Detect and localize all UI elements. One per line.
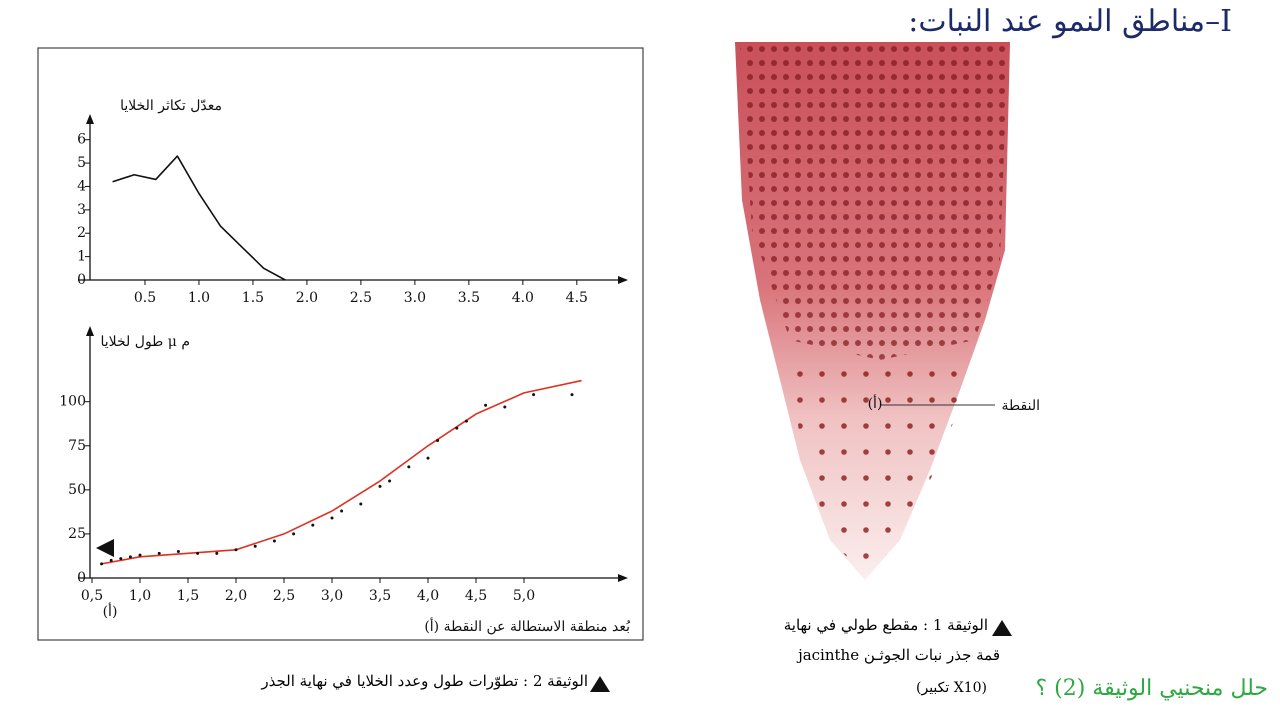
doc2-caption: الوثيقة 2 : تطوّرات طول وعدد الخلايا في … [261, 672, 588, 690]
data-point [176, 550, 180, 554]
x-axis-title: بُعد منطقة الاستطالة عن النقطة (أ) [424, 616, 630, 635]
x-tick-label: 3,5 [369, 588, 391, 604]
caption-triangle [590, 676, 610, 692]
root-cap-cells [790, 360, 975, 575]
root-cells [740, 42, 1008, 360]
x-tick-label: 2.5 [350, 290, 372, 306]
y-tick-label: 3 [77, 202, 86, 218]
marker-arrow [96, 539, 114, 557]
data-point [100, 562, 104, 566]
data-line [112, 155, 286, 281]
question: حلل منحنيي الوثيقة (2) ؟ [1035, 676, 1268, 701]
x-annotation: (أ) [103, 601, 118, 620]
data-point [388, 479, 392, 483]
y-tick-label: 5 [77, 155, 86, 171]
x-tick-label: 1,5 [177, 588, 199, 604]
data-point [340, 509, 344, 513]
data-point [109, 558, 113, 562]
heading: I–مناطق النمو عند النبات: [908, 4, 1232, 39]
x-tick-label: 1.5 [242, 290, 264, 306]
point-mark: (أ) [868, 393, 883, 412]
data-point [378, 484, 382, 488]
y-tick-label: 25 [68, 526, 86, 542]
y-axis-title: معدّل تكاثر الخلايا [120, 98, 222, 114]
x-tick-label: 4,5 [465, 588, 487, 604]
y-tick-label: 6 [77, 132, 86, 148]
x-tick-label: 2,0 [225, 588, 247, 604]
x-tick-label: 3.5 [458, 290, 480, 306]
x-axis-arrow [618, 276, 628, 284]
y-tick-label: 4 [77, 178, 86, 194]
x-tick-label: 4.0 [512, 290, 534, 306]
data-point [426, 456, 430, 460]
data-point [407, 465, 411, 469]
y-tick-label: 100 [59, 394, 86, 410]
y-tick-label: 2 [77, 225, 86, 241]
data-point [196, 551, 200, 555]
data-point [119, 557, 123, 561]
x-tick-label: 2.0 [296, 290, 318, 306]
x-tick-label: 3,0 [321, 588, 343, 604]
data-point [464, 419, 468, 423]
y-tick-label: 0 [77, 570, 86, 586]
x-tick-label: 1.0 [188, 290, 210, 306]
doc1-caption: قمة جذر نبات الجوثـن jacinthe [798, 646, 1000, 664]
y-axis-arrow [86, 114, 94, 124]
y-axis-title: طول لخلايا μ م [101, 334, 191, 350]
data-point [484, 403, 488, 407]
caption-triangle [992, 620, 1012, 636]
data-point [138, 553, 142, 557]
data-point [234, 548, 238, 552]
data-point [503, 405, 507, 409]
data-point [330, 516, 334, 520]
point-label: النقطة [1002, 398, 1040, 414]
data-point [272, 539, 276, 543]
data-point [253, 544, 257, 548]
doc1-caption: (تكبير X10) [916, 680, 987, 696]
y-tick-label: 0 [77, 272, 86, 288]
x-tick-label: 4,0 [417, 588, 439, 604]
data-point [128, 555, 132, 559]
data-point [532, 393, 536, 397]
x-tick-label: 5,0 [513, 588, 535, 604]
data-point [455, 426, 459, 430]
doc1-caption: الوثيقة 1 : مقطع طولي في نهاية [783, 616, 988, 634]
y-tick-label: 1 [77, 249, 86, 265]
x-tick-label: 1,0 [129, 588, 151, 604]
y-axis-arrow [86, 326, 94, 336]
y-tick-label: 50 [68, 482, 86, 498]
x-tick-label: 0.5 [134, 290, 156, 306]
x-tick-label: 2,5 [273, 588, 295, 604]
data-line [101, 379, 582, 565]
x-tick-label: 3.0 [404, 290, 426, 306]
data-point [570, 393, 574, 397]
chart-frame [37, 47, 644, 641]
data-point [215, 551, 219, 555]
data-point [436, 438, 440, 442]
data-point [359, 502, 363, 506]
y-tick-label: 75 [68, 438, 86, 454]
x-axis-arrow [618, 574, 628, 582]
data-point [292, 532, 296, 536]
x-tick-label: 0,5 [81, 588, 103, 604]
data-point [311, 523, 315, 527]
data-point [157, 551, 161, 555]
x-tick-label: 4.5 [566, 290, 588, 306]
